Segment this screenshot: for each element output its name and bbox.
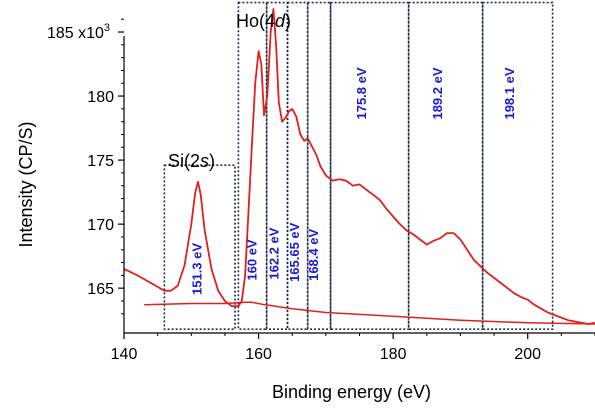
- peak-region-box-2: [237, 1, 268, 330]
- peak-region-box-1: [163, 164, 236, 330]
- peak-energy-label: 151.3 eV: [189, 243, 204, 295]
- peak-energy-label: 175.8 eV: [354, 67, 369, 119]
- y-tick-label: 175: [87, 153, 114, 170]
- peak-region-box-4: [286, 1, 309, 330]
- background-line: [144, 301, 595, 325]
- peak-energy-label: 198.1 eV: [502, 67, 517, 119]
- spectrum-line: [123, 8, 595, 325]
- x-tick-label: 180: [380, 346, 407, 363]
- y-axis-label: Intensity (CP/S): [16, 121, 36, 247]
- peak-region-box-3: [265, 1, 289, 330]
- peak-energy-label: 168.4 eV: [306, 229, 321, 281]
- x-tick-label: 200: [514, 346, 541, 363]
- group-label-si-2s: Si(2s): [168, 151, 215, 171]
- peak-energy-label: 162.2 eV: [267, 227, 282, 279]
- peak-labels: 151.3 eV 160 eV 162.2 eV 165.65 eV 168.4 eV 1…: [189, 67, 517, 295]
- peak-region-box-8: [481, 1, 554, 330]
- axes: 140 160 180 200 165 170 175 180 185 x103 Binding …: [16, 18, 595, 402]
- peak-energy-label: 160 eV: [245, 239, 260, 281]
- group-label-ho-4d: Ho(4d): [236, 11, 291, 31]
- x-tick-label: 140: [111, 346, 138, 363]
- peak-energy-label: 189.2 eV: [430, 67, 445, 119]
- peak-region-box-6: [329, 1, 410, 330]
- y-tick-label: 185 x103: [47, 22, 110, 42]
- x-axis-label: Binding energy (eV): [272, 382, 431, 402]
- peak-region-box-7: [407, 1, 484, 330]
- spectrum-series: [123, 8, 595, 325]
- y-tick-label: 180: [87, 89, 114, 106]
- peak-energy-label: 165.65 eV: [287, 222, 302, 282]
- y-tick-label: 170: [87, 217, 114, 234]
- peak-region-boxes: [163, 1, 554, 330]
- peak-region-box-5: [306, 1, 332, 330]
- x-tick-label: 160: [245, 346, 272, 363]
- y-tick-label: 165: [87, 281, 114, 298]
